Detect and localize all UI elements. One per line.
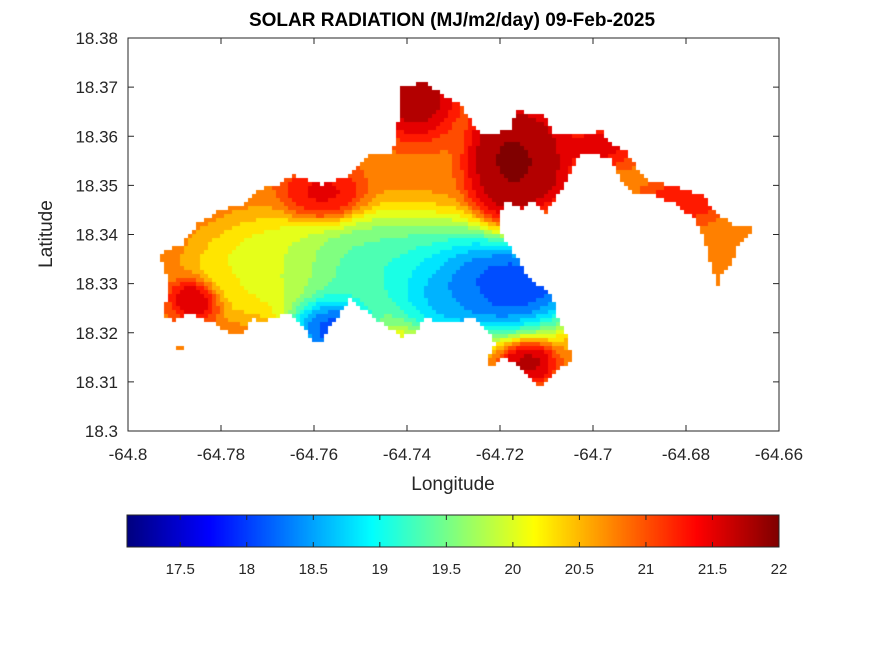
y-tick-label: 18.31	[75, 373, 118, 392]
x-tick-label: -64.68	[662, 445, 710, 464]
colorbar-tick-label: 22	[771, 561, 788, 578]
y-tick-label: 18.32	[75, 324, 118, 343]
y-tick-label: 18.35	[75, 176, 118, 195]
x-tick-label: -64.76	[290, 445, 338, 464]
x-tick-label: -64.8	[109, 445, 148, 464]
x-axis-ticks: -64.8 -64.78 -64.76 -64.74 -64.72 -64.7 -64.68…	[109, 38, 803, 464]
x-tick-label: -64.78	[197, 445, 245, 464]
x-tick-label: -64.72	[476, 445, 524, 464]
colorbar-tick-label: 20	[505, 561, 522, 578]
x-tick-label: -64.74	[383, 445, 431, 464]
y-axis-ticks: 18.3 18.31 18.32 18.33 18.34 18.35 18.36 18.37 1…	[75, 29, 779, 441]
colorbar-frame	[126, 514, 780, 548]
colorbar-ticks: 17.5 18 18.5 19 19.5 20 20.5 21 21.5 22	[166, 515, 788, 578]
solar-radiation-heatmap	[128, 38, 779, 431]
colorbar-tick-label: 19.5	[432, 561, 461, 578]
colorbar-tick-label: 20.5	[565, 561, 594, 578]
colorbar-tick-label: 18	[238, 561, 255, 578]
colorbar-tick-label: 17.5	[166, 561, 195, 578]
y-tick-label: 18.34	[75, 226, 118, 245]
colorbar-gradient	[127, 515, 779, 547]
colorbar-tick-label: 21.5	[698, 561, 727, 578]
y-axis-label: Latitude	[36, 200, 57, 268]
y-tick-label: 18.37	[75, 78, 118, 97]
y-tick-label: 18.33	[75, 275, 118, 294]
x-tick-label: -64.7	[574, 445, 613, 464]
y-tick-label: 18.38	[75, 29, 118, 48]
y-tick-label: 18.36	[75, 127, 118, 146]
chart-title: SOLAR RADIATION (MJ/m2/day) 09-Feb-2025	[249, 10, 656, 31]
colorbar-tick-label: 19	[371, 561, 388, 578]
colorbar-tick-label: 21	[638, 561, 655, 578]
x-axis-label: Longitude	[411, 474, 494, 495]
x-tick-label: -64.66	[755, 445, 803, 464]
colorbar: 17.5 18 18.5 19 19.5 20 20.5 21 21.5 22	[126, 514, 788, 578]
y-tick-label: 18.3	[85, 422, 118, 441]
plot-area	[127, 37, 780, 432]
colorbar-tick-label: 18.5	[299, 561, 328, 578]
